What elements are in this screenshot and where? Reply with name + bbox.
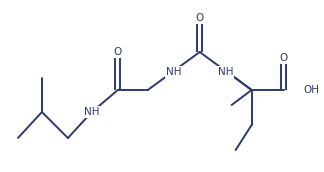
Text: O: O [114, 47, 122, 57]
Text: O: O [279, 53, 288, 63]
Text: O: O [196, 13, 204, 23]
Text: OH: OH [304, 85, 319, 95]
Text: NH: NH [218, 67, 233, 77]
Text: NH: NH [84, 107, 99, 117]
Text: NH: NH [166, 67, 181, 77]
